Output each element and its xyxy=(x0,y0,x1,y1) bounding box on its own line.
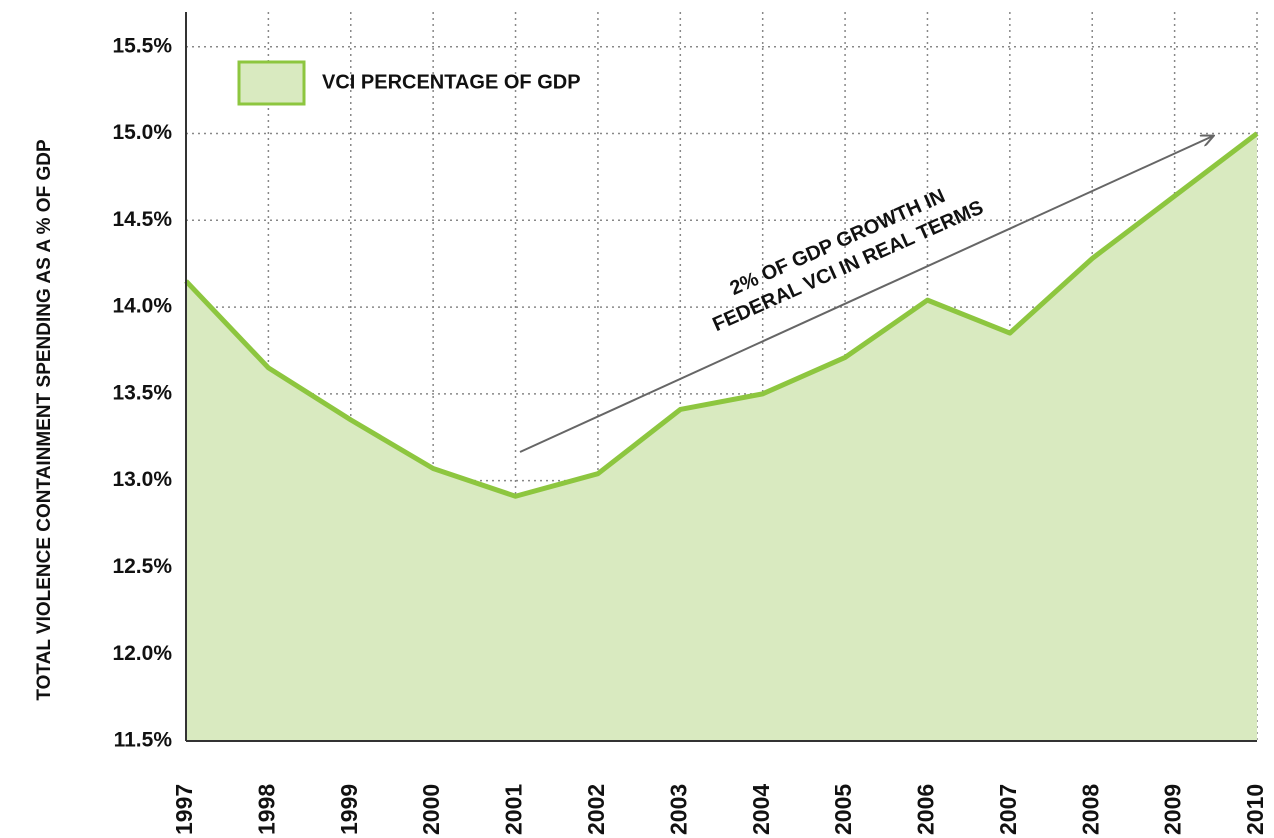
x-tick-label: 2005 xyxy=(830,784,856,835)
line xyxy=(184,131,1259,499)
y-tick-label: 14.0% xyxy=(112,295,172,318)
x-tick-label: 2008 xyxy=(1077,784,1103,835)
y-tick-label: 14.5% xyxy=(112,208,172,231)
x-tick-label: 2010 xyxy=(1242,784,1268,835)
x-tick-label: 1997 xyxy=(171,784,197,835)
x-tick-label: 2000 xyxy=(418,784,444,835)
x-tick-label: 2002 xyxy=(583,784,609,835)
legend: VCI PERCENTAGE OF GDP xyxy=(237,60,581,106)
x-tick-label: 2007 xyxy=(995,784,1021,835)
plot xyxy=(184,131,1259,741)
legend-swatch xyxy=(237,60,306,106)
legend-label: VCI PERCENTAGE OF GDP xyxy=(322,71,581,93)
x-tick-label: 1999 xyxy=(336,784,362,835)
y-tick-label: 15.0% xyxy=(112,121,172,144)
y-tick-label: 15.5% xyxy=(112,34,172,57)
y-tick-label: 12.0% xyxy=(112,642,172,665)
area xyxy=(186,133,1257,741)
x-tick-label: 2001 xyxy=(501,784,527,835)
y-tick-label: 13.0% xyxy=(112,468,172,491)
x-tick-label: 2003 xyxy=(665,784,691,835)
y-tick-label: 11.5% xyxy=(114,729,173,752)
y-tick-label: 13.5% xyxy=(112,381,172,404)
x-tick-label: 1998 xyxy=(253,784,279,835)
y-tick-label: 12.5% xyxy=(112,555,172,578)
annotation-arrow xyxy=(519,136,1213,453)
x-tick-label: 2009 xyxy=(1160,784,1186,835)
x-tick-label: 2004 xyxy=(748,784,774,835)
x-tick-label: 2006 xyxy=(913,784,939,835)
y-axis-title: TOTAL VIOLENCE CONTAINMENT SPENDING AS A… xyxy=(34,139,55,701)
